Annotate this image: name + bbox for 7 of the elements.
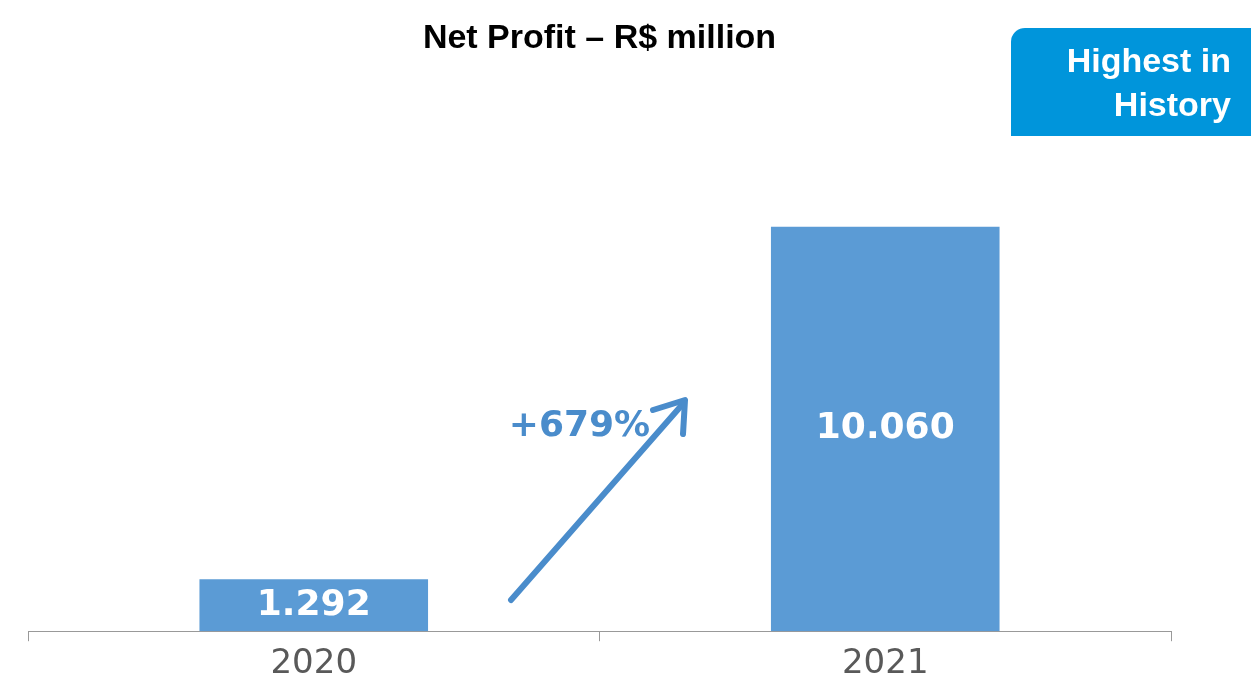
- x-tick-label: 2021: [841, 641, 929, 682]
- x-tick-label: 2020: [270, 641, 358, 682]
- chart-title: Net Profit – R$ million: [422, 16, 777, 55]
- data-label: 10.060: [815, 405, 955, 447]
- data-label: 1.292: [256, 581, 371, 623]
- annotation: +679%: [508, 402, 651, 444]
- text: Highest in History: [1011, 28, 1251, 136]
